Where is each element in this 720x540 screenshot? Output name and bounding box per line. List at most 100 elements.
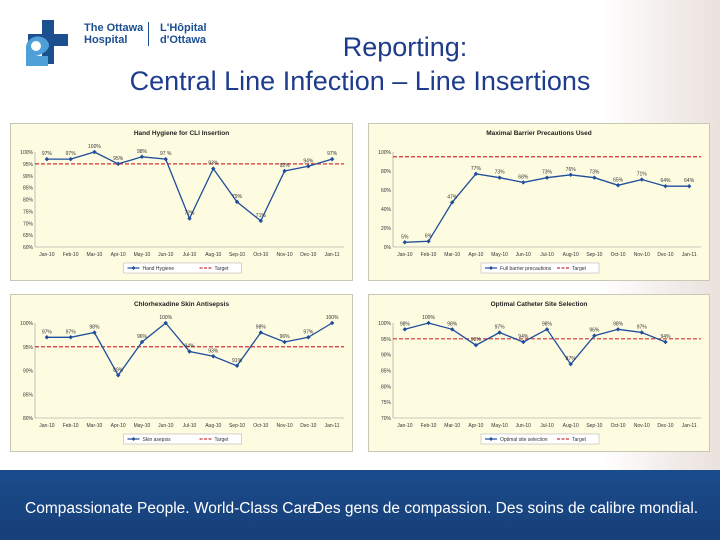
data-label: 97 %: [160, 151, 172, 157]
data-point: [521, 180, 526, 185]
x-tick-label: Jul-10: [540, 423, 554, 429]
x-tick-label: Sep-10: [229, 423, 245, 429]
data-label: 98%: [542, 321, 553, 327]
x-tick-label: Oct-10: [611, 423, 626, 429]
data-point: [450, 327, 455, 332]
data-point: [139, 339, 145, 345]
legend-target-label: Target: [215, 266, 230, 272]
data-point: [426, 239, 431, 244]
y-tick-label: 75%: [381, 400, 392, 406]
x-tick-label: Feb-10: [421, 423, 437, 429]
data-label: 5%: [401, 234, 409, 240]
y-tick-label: 90%: [381, 353, 392, 359]
data-point: [211, 354, 216, 359]
data-point: [473, 342, 479, 348]
data-point: [92, 330, 97, 335]
x-tick-label: Feb-10: [63, 423, 79, 429]
x-tick-label: Apr-10: [468, 252, 483, 258]
x-tick-label: Jan-11: [682, 252, 697, 258]
y-tick-label: 70%: [23, 221, 34, 227]
legend-series-marker: [131, 266, 136, 270]
data-point: [282, 168, 287, 174]
data-point: [68, 335, 73, 340]
x-tick-label: Dec-10: [657, 423, 673, 429]
data-label: 98%: [447, 321, 458, 327]
data-point: [426, 320, 431, 326]
x-tick-label: Aug-10: [563, 252, 579, 258]
legend-series-label: Optimal site selection: [500, 437, 548, 443]
x-tick-label: Jan-10: [397, 252, 413, 258]
data-label: 100%: [159, 315, 172, 321]
x-tick-label: Dec-10: [300, 423, 316, 429]
x-tick-label: Jun-10: [516, 252, 532, 258]
legend-box: [123, 433, 242, 445]
x-tick-label: Sep-10: [586, 423, 602, 429]
data-point: [115, 373, 121, 378]
x-tick-label: Oct-10: [253, 252, 268, 258]
data-label: 72%: [184, 211, 195, 217]
y-tick-label: 85%: [381, 369, 392, 375]
data-label: 77%: [471, 166, 482, 172]
data-label: 64%: [660, 178, 671, 184]
chart-chlorhexadine: Chlorhexadine Skin Antisepsis 100% 95% 90%…: [10, 294, 353, 452]
data-point: [544, 327, 550, 332]
hospital-cross-icon: [26, 20, 68, 66]
data-point: [663, 184, 668, 189]
data-label: 98%: [89, 325, 100, 331]
footer-banner: Compassionate People. World-Class Care. …: [0, 470, 720, 540]
y-tick-label: 80%: [381, 384, 392, 390]
data-label: 65%: [613, 177, 624, 183]
y-tick-label: 20%: [381, 226, 392, 232]
data-point: [187, 349, 192, 354]
data-point: [258, 218, 264, 224]
y-tick-label: 0%: [384, 245, 392, 251]
x-tick-label: Jul-10: [540, 252, 554, 258]
logo-fr-line2: d'Ottawa: [160, 34, 207, 46]
data-label: 92%: [280, 163, 291, 169]
x-tick-label: Dec-10: [300, 252, 316, 258]
x-tick-label: Jan-10: [39, 252, 55, 258]
y-tick-label: 90%: [23, 369, 34, 375]
data-label: 93%: [471, 337, 482, 343]
logo-wordmark: The Ottawa L'Hôpital Hospital d'Ottawa: [84, 22, 207, 46]
chart-optimal-catheter: Optimal Catheter Site Selection 100% 95% 9…: [368, 294, 710, 452]
x-tick-label: Nov-10: [277, 252, 293, 258]
legend-box: [480, 433, 600, 445]
x-tick-label: Sep-10: [229, 252, 245, 258]
logo-fr-line1: L'Hôpital: [160, 22, 207, 34]
data-label: 71%: [256, 213, 267, 219]
x-tick-label: Feb-10: [63, 252, 79, 258]
y-tick-label: 90%: [23, 174, 34, 180]
data-label: 97%: [66, 329, 77, 335]
series-line: [404, 173, 690, 243]
data-label: 98%: [400, 321, 411, 327]
x-tick-label: Jun-10: [158, 252, 174, 258]
y-tick-label: 80%: [23, 416, 34, 422]
data-point: [686, 184, 692, 189]
data-label: 79%: [232, 194, 243, 200]
logo-en-line1: The Ottawa: [84, 22, 144, 34]
data-label: 97%: [42, 329, 53, 335]
legend-box: [480, 262, 600, 274]
chart-hand-hygiene: Hand Hygiene for CLI Insertion 100% 95% 90…: [10, 123, 353, 281]
x-tick-label: Jun-10: [516, 423, 532, 429]
footer-french: Des gens de compassion. Des soins de cal…: [313, 500, 699, 517]
y-tick-label: 100%: [20, 321, 33, 327]
footer-english: Compassionate People. World-Class Care.: [25, 500, 321, 517]
x-tick-label: May-10: [491, 423, 508, 429]
data-label: 98%: [613, 321, 624, 327]
x-tick-label: May-10: [491, 252, 508, 258]
data-point: [139, 154, 145, 159]
x-tick-label: Jan-10: [397, 423, 413, 429]
chart-title: Chlorhexadine Skin Antisepsis: [133, 301, 230, 308]
logo-en-line2: Hospital: [84, 34, 128, 46]
x-tick-label: Sep-10: [586, 252, 602, 258]
data-label: 94%: [660, 334, 671, 340]
data-point: [450, 200, 455, 205]
legend-series-marker: [489, 266, 493, 270]
data-point: [92, 149, 97, 155]
y-tick-label: 80%: [23, 198, 34, 204]
title-line1: Reporting:: [342, 32, 468, 62]
data-label: 73%: [589, 170, 600, 176]
legend-target-label: Target: [572, 437, 587, 443]
